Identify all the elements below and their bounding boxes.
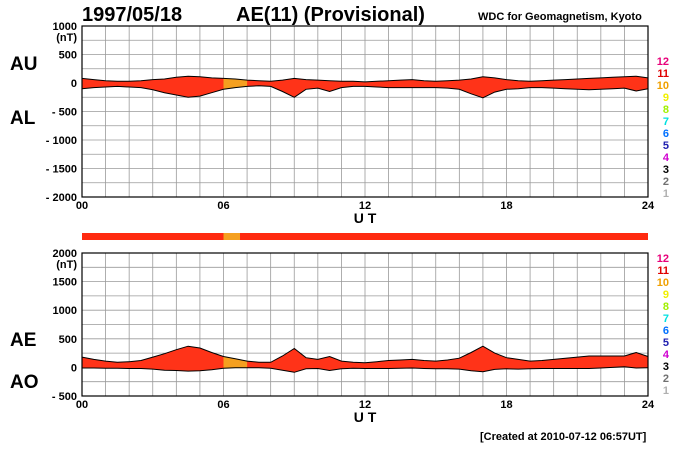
y-tick-label: 1500: [53, 277, 77, 289]
level-legend-item: 7: [663, 116, 669, 128]
level-strip: [82, 233, 648, 240]
level-legend-item: 3: [663, 361, 669, 373]
y-tick-label: - 500: [52, 107, 77, 119]
level-legend-item: 6: [663, 325, 669, 337]
series-line-ao: [82, 366, 649, 373]
chart-date: 1997/05/18: [82, 4, 183, 26]
level-legend-item: 11: [657, 68, 669, 80]
level-legend-item: 3: [663, 164, 669, 176]
side-label-lower: AL: [10, 108, 36, 129]
x-tick-label: 06: [217, 399, 229, 411]
level-legend-item: 2: [663, 373, 669, 385]
level-legend-item: 10: [657, 277, 669, 289]
level-strip-highlight: [223, 233, 241, 240]
data-source-label: WDC for Geomagnetism, Kyoto: [478, 11, 642, 23]
x-axis-label: U T: [354, 409, 377, 425]
x-tick-label: 24: [642, 200, 655, 212]
y-tick-label: 500: [59, 50, 77, 62]
level-legend-item: 9: [663, 92, 669, 104]
side-label-upper: AU: [10, 54, 37, 75]
level-legend-item: 5: [663, 337, 669, 349]
level-legend-item: 11: [657, 265, 669, 277]
x-tick-label: 00: [76, 399, 88, 411]
level-legend-item: 1: [663, 385, 669, 397]
y-unit-label: (nT): [56, 32, 77, 44]
x-tick-label: 24: [642, 399, 655, 411]
level-legend-item: 8: [663, 104, 669, 116]
series-line-ae: [81, 345, 649, 364]
plot-frame: [81, 25, 649, 198]
level-legend-item: 4: [663, 349, 670, 361]
y-tick-label: 1000: [53, 21, 77, 33]
x-tick-label: 12: [359, 399, 371, 411]
y-tick-label: - 1500: [46, 164, 77, 176]
plot-frame: [81, 252, 649, 397]
y-tick-label: - 500: [52, 391, 77, 403]
series-line-al: [81, 85, 649, 99]
y-tick-label: 2000: [53, 248, 77, 260]
x-axis-label: U T: [354, 210, 377, 226]
y-tick-label: - 2000: [46, 192, 77, 204]
level-legend-item: 7: [663, 313, 669, 325]
x-tick-label: 12: [359, 200, 371, 212]
level-legend-item: 1: [663, 188, 669, 200]
created-timestamp: [Created at 2010-07-12 06:57UT]: [480, 431, 647, 443]
level-legend-item: 10: [657, 80, 669, 92]
y-unit-label: (nT): [56, 259, 77, 271]
area-highlight: [223, 356, 248, 369]
level-legend-item: 9: [663, 289, 669, 301]
y-tick-label: 0: [71, 78, 77, 90]
side-label-upper: AE: [10, 330, 36, 351]
series-line-au: [81, 75, 649, 83]
x-tick-label: 00: [76, 200, 88, 212]
y-tick-label: 500: [59, 334, 77, 346]
level-legend-item: 8: [663, 301, 669, 313]
x-tick-label: 18: [500, 399, 512, 411]
y-tick-label: 0: [71, 362, 77, 374]
x-tick-label: 06: [217, 200, 229, 212]
side-label-lower: AO: [10, 372, 39, 393]
level-legend-item: 12: [657, 56, 669, 68]
level-legend-item: 4: [663, 152, 670, 164]
x-tick-label: 18: [500, 200, 512, 212]
level-legend-item: 5: [663, 140, 669, 152]
y-tick-label: - 1000: [46, 135, 77, 147]
chart-title: AE(11) (Provisional): [236, 4, 425, 26]
level-legend-item: 12: [657, 253, 669, 265]
y-tick-label: 1000: [53, 305, 77, 317]
level-legend-item: 6: [663, 128, 669, 140]
level-legend-item: 2: [663, 176, 669, 188]
